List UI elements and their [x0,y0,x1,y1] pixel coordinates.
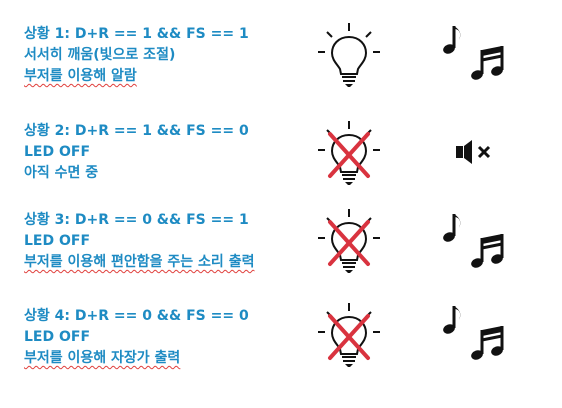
scenario-title: 상황 2: D+R == 1 && FS == 0 [24,123,249,139]
scenario-line: 아직 수면 중 [24,165,99,181]
lightbulb-off-icon [317,120,381,186]
scenario-1: 상황 1: D+R == 1 && FS == 1 서서히 깨움(빛으로 조절)… [24,24,249,87]
speaker-muted-icon [456,140,491,164]
scenario-4: 상황 4: D+R == 0 && FS == 0 LED OFF 부저를 이용… [24,306,249,369]
scenario-title: 상황 4: D+R == 0 && FS == 0 [24,308,249,324]
scenario-line: 부저를 이용해 알람 [24,68,137,84]
lightbulb-on-icon [317,22,381,88]
scenario-line: LED OFF [24,329,91,345]
music-notes-icon [440,24,506,83]
scenario-line: 부저를 이용해 편안함을 주는 소리 출력 [24,254,255,270]
scenario-line: LED OFF [24,233,91,249]
scenario-line: 부저를 이용해 자장가 출력 [24,350,181,366]
scenario-title: 상황 3: D+R == 0 && FS == 1 [24,212,249,228]
scenario-title: 상황 1: D+R == 1 && FS == 1 [24,26,249,42]
lightbulb-off-icon [317,302,381,368]
scenario-2: 상황 2: D+R == 1 && FS == 0 LED OFF 아직 수면 … [24,121,249,184]
lightbulb-off-icon [317,208,381,274]
music-notes-icon [440,304,506,363]
scenario-3: 상황 3: D+R == 0 && FS == 1 LED OFF 부저를 이용… [24,210,254,273]
scenario-line: 서서히 깨움(빛으로 조절) [24,47,176,63]
scenario-line: LED OFF [24,144,91,160]
music-notes-icon [440,212,506,271]
